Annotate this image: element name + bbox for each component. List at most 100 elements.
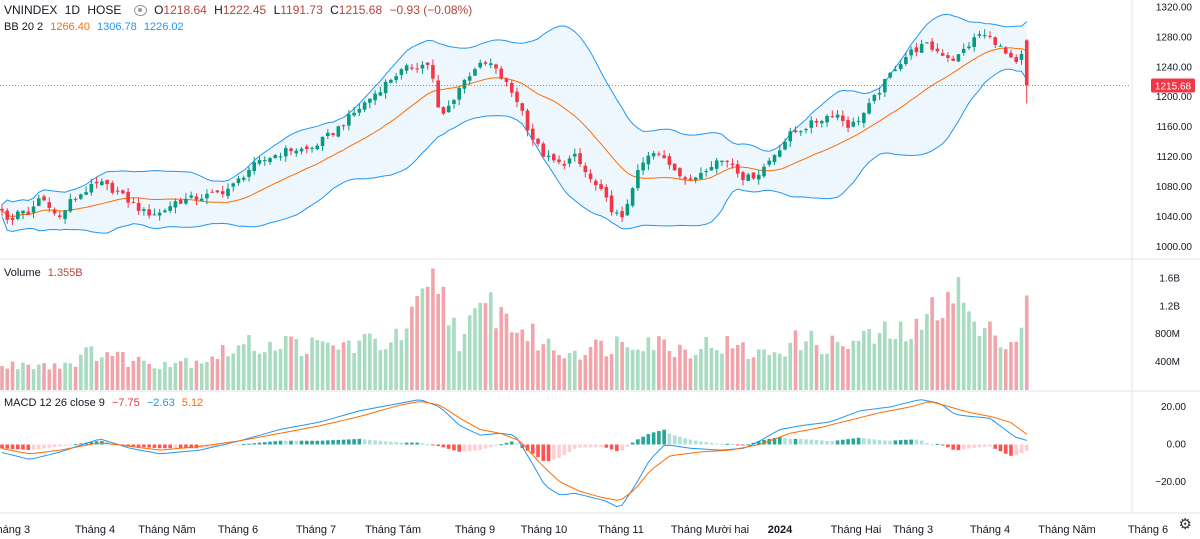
macd-histogram-bar xyxy=(289,440,293,445)
candle-body xyxy=(5,210,10,220)
macd-histogram-bar xyxy=(1014,444,1019,456)
candle-body xyxy=(168,206,172,211)
macd-histogram-bar xyxy=(425,444,430,446)
candle-body xyxy=(767,160,772,165)
macd-histogram-bar xyxy=(735,444,740,446)
volume-bar xyxy=(530,323,535,390)
candle-body xyxy=(336,126,341,137)
volume-bar xyxy=(283,335,288,390)
volume-legend[interactable]: Volume 1.355B xyxy=(4,267,87,279)
candle-body xyxy=(599,184,603,189)
price-tick-label: 1160.00 xyxy=(1157,122,1193,133)
bb-label: BB 20 2 xyxy=(4,21,44,33)
volume-bar xyxy=(883,321,887,390)
price-tick-label: 1000.00 xyxy=(1156,242,1193,253)
macd-histogram-bar xyxy=(798,438,803,445)
bb-legend[interactable]: BB 20 2 1266.40 1306.78 1226.02 xyxy=(4,21,188,33)
candle-body xyxy=(304,146,309,149)
macd-histogram-bar xyxy=(862,438,866,445)
candle-body xyxy=(452,100,456,104)
gear-icon[interactable]: ⚙ xyxy=(1178,516,1192,533)
volume-bar xyxy=(573,350,577,390)
volume-bar xyxy=(599,340,603,390)
volume-bar xyxy=(205,361,209,390)
macd-histogram-bar xyxy=(247,443,251,445)
eye-icon[interactable] xyxy=(133,5,147,17)
macd-histogram-bar xyxy=(399,442,404,445)
candle-body xyxy=(341,125,346,127)
candle-body xyxy=(226,188,230,197)
macd-histogram-bar xyxy=(756,441,761,445)
macd-histogram-bar xyxy=(473,444,477,451)
candle-body xyxy=(856,120,861,122)
candle-body xyxy=(441,107,446,114)
macd-histogram-bar xyxy=(436,444,440,447)
volume-label: Volume xyxy=(4,267,41,279)
volume-bar xyxy=(136,356,141,390)
candle-body xyxy=(178,199,183,204)
volume-bar xyxy=(725,336,730,390)
volume-bar xyxy=(851,340,856,390)
volume-bar xyxy=(772,352,777,390)
macd-histogram-bar xyxy=(483,444,488,449)
candle-body xyxy=(683,177,687,180)
candle-body xyxy=(898,64,903,70)
volume-bar xyxy=(394,328,398,390)
volume-bar xyxy=(142,360,146,390)
candle-body xyxy=(520,103,525,111)
volume-bar xyxy=(872,343,877,390)
volume-bar xyxy=(967,311,971,390)
volume-bar xyxy=(236,345,241,390)
volume-bar xyxy=(320,341,325,390)
symbol-label[interactable]: VNINDEX xyxy=(4,3,58,17)
candle-body xyxy=(294,150,299,154)
volume-bar xyxy=(1024,295,1029,390)
volume-bar xyxy=(940,317,945,390)
price-tick-label: 1040.00 xyxy=(1156,212,1193,223)
macd-histogram-bar xyxy=(814,439,819,445)
volume-bar xyxy=(804,341,808,390)
volume-bar xyxy=(841,346,845,390)
macd-histogram-bar xyxy=(389,441,393,445)
volume-bar xyxy=(1009,342,1013,390)
volume-bar xyxy=(310,337,314,390)
candle-body xyxy=(651,153,656,157)
candle-body xyxy=(210,191,215,193)
volume-bar xyxy=(478,302,483,390)
candle-body xyxy=(951,58,955,61)
volume-bar xyxy=(919,329,924,390)
volume-bar xyxy=(536,350,540,390)
volume-bar xyxy=(672,356,677,390)
macd-legend[interactable]: MACD 12 26 close 9 −7.75 −2.63 5.12 xyxy=(4,397,207,409)
macd-histogram-bar xyxy=(851,438,856,445)
candle-body xyxy=(483,62,488,64)
volume-bar xyxy=(110,355,115,390)
candle-body xyxy=(257,159,262,164)
volume-bar xyxy=(289,336,293,390)
candle-body xyxy=(320,136,325,146)
candle-body xyxy=(798,131,803,133)
macd-histogram-bar xyxy=(688,439,693,445)
time-tick-label: Tháng 4 xyxy=(970,524,1010,536)
macd-histogram-bar xyxy=(1019,444,1024,453)
volume-bar xyxy=(268,341,272,390)
candle-body xyxy=(446,105,451,113)
candle-body xyxy=(289,148,293,152)
candle-body xyxy=(299,148,304,152)
volume-bar xyxy=(509,332,514,390)
candle-body xyxy=(58,215,62,217)
volume-bar xyxy=(856,340,861,390)
volume-bar xyxy=(956,277,961,390)
interval-label[interactable]: 1D xyxy=(64,3,81,17)
macd-histogram-bar xyxy=(940,444,945,446)
candle-body xyxy=(189,195,193,198)
close-label: C xyxy=(330,3,339,17)
volume-bar xyxy=(588,346,593,390)
volume-bar xyxy=(352,352,356,390)
volume-tick-label: 1.6B xyxy=(1159,273,1180,284)
macd-histogram-bar xyxy=(63,444,67,446)
macd-histogram-bar xyxy=(210,444,215,448)
candle-body xyxy=(378,92,383,96)
volume-bar xyxy=(404,328,409,390)
